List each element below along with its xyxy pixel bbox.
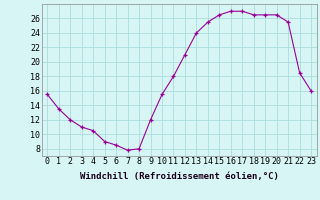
X-axis label: Windchill (Refroidissement éolien,°C): Windchill (Refroidissement éolien,°C) — [80, 172, 279, 181]
